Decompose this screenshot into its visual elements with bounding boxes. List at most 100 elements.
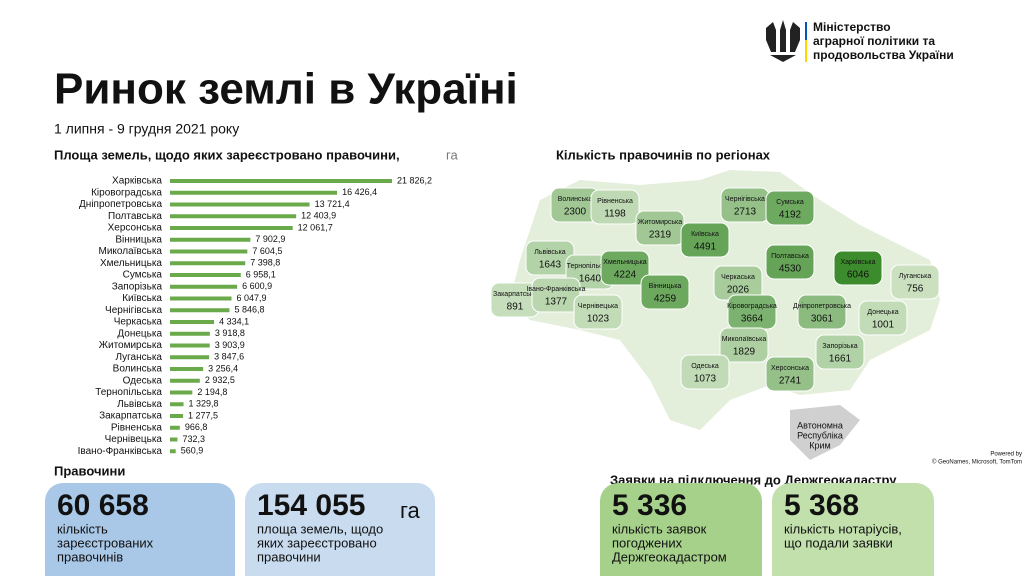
card xyxy=(45,483,235,576)
card-number: 5 368 xyxy=(784,489,859,522)
bar xyxy=(170,284,238,289)
ministry-line: продовольства України xyxy=(813,48,954,62)
bar xyxy=(170,449,176,454)
category-label: Дніпропетровська xyxy=(79,199,162,210)
value-label: 13 721,4 xyxy=(315,199,350,209)
value-label: 7 398,8 xyxy=(250,258,280,268)
region-value: 1198 xyxy=(604,209,626,220)
region xyxy=(680,354,730,390)
region-value: 4491 xyxy=(694,242,717,253)
card xyxy=(245,483,435,576)
credit: Powered by xyxy=(990,452,1022,458)
value-label: 7 604,5 xyxy=(252,246,282,256)
card-number: 5 336 xyxy=(612,489,687,522)
bar xyxy=(170,308,230,313)
card-text: правочини xyxy=(257,549,321,564)
ministry-line: Міністерство xyxy=(813,20,891,34)
bar xyxy=(170,402,184,407)
region-name: Закарпатська xyxy=(493,291,537,298)
region-name: Миколаївська xyxy=(722,336,767,343)
region-name: Волинська xyxy=(558,196,593,203)
region-value: 2319 xyxy=(649,230,672,241)
value-label: 21 826,2 xyxy=(397,175,432,185)
crimea-label: Республіка xyxy=(797,430,843,440)
region-name: Полтавська xyxy=(771,253,809,260)
region-name: Донецька xyxy=(867,309,898,316)
region-name: Чернігівська xyxy=(725,195,765,203)
region xyxy=(765,244,815,280)
region xyxy=(680,222,730,258)
bar xyxy=(170,320,215,324)
card-text: зареєстрованих xyxy=(57,535,154,550)
region xyxy=(600,250,650,286)
period: 1 липня - 9 грудня 2021 року xyxy=(54,121,239,137)
region-value: 4530 xyxy=(779,264,802,275)
bar xyxy=(170,202,310,207)
region-value: 1073 xyxy=(694,374,717,385)
region xyxy=(573,294,623,330)
category-label: Закарпатська xyxy=(99,411,162,422)
crimea-shape xyxy=(790,405,860,460)
credit: © GeoNames, Microsoft, TomTom xyxy=(932,459,1022,466)
region xyxy=(765,356,815,392)
card-number: 154 055 xyxy=(257,489,365,522)
region-name: Київська xyxy=(691,231,719,238)
region-name: Житомирська xyxy=(638,219,682,226)
region-name: Одеська xyxy=(691,363,719,370)
region-name: Чернівецька xyxy=(578,302,618,310)
chart-title: Площа земель, щодо яких зареєстровано пр… xyxy=(54,147,400,162)
category-label: Сумська xyxy=(123,270,163,281)
category-label: Київська xyxy=(122,293,162,304)
trident-logo xyxy=(766,20,807,62)
chart-unit: га xyxy=(446,147,458,162)
region-name: Херсонська xyxy=(771,365,809,372)
region-value: 2713 xyxy=(734,207,757,218)
deals-title: Правочини xyxy=(54,463,125,478)
category-label: Харківська xyxy=(112,176,162,187)
bar xyxy=(170,296,232,301)
value-label: 3 918,8 xyxy=(215,328,245,338)
region-value: 3061 xyxy=(811,314,834,325)
card-text: яких зареєстровано xyxy=(257,535,377,550)
bar xyxy=(170,273,241,277)
card-text: кількість заявок xyxy=(612,521,707,536)
category-label: Полтавська xyxy=(108,211,162,222)
category-label: Волинська xyxy=(113,364,163,375)
region-value: 3664 xyxy=(741,314,764,325)
region-name: Луганська xyxy=(899,273,932,280)
value-label: 560,9 xyxy=(181,446,204,456)
region-name: Дніпропетровська xyxy=(793,302,851,310)
category-label: Чернівецька xyxy=(105,434,163,445)
value-label: 7 902,9 xyxy=(255,234,285,244)
value-label: 16 426,4 xyxy=(342,187,377,197)
card-number: 60 658 xyxy=(57,489,149,522)
category-label: Тернопільська xyxy=(95,387,162,398)
value-label: 12 403,9 xyxy=(301,211,336,221)
card-text: кількість нотаріусів, xyxy=(784,521,902,536)
region-name: Хмельницька xyxy=(603,259,647,266)
card-text: що подали заявки xyxy=(784,535,893,550)
region-value: 1643 xyxy=(539,260,562,271)
region xyxy=(719,327,769,363)
bar xyxy=(170,367,204,371)
category-label: Херсонська xyxy=(108,223,163,234)
category-label: Львівська xyxy=(117,399,162,410)
bar xyxy=(170,343,210,348)
region xyxy=(833,250,883,286)
region-name: Львівська xyxy=(534,248,566,256)
region-value: 4259 xyxy=(654,294,677,305)
region xyxy=(815,334,865,370)
bar xyxy=(170,437,178,442)
value-label: 966,8 xyxy=(185,422,208,432)
region-name: Івано-Франківська xyxy=(526,285,585,293)
region-name: Черкаська xyxy=(721,274,755,281)
value-label: 2 194,8 xyxy=(197,387,227,397)
value-label: 3 903,9 xyxy=(215,340,245,350)
region xyxy=(590,189,640,225)
card-text: правочинів xyxy=(57,549,123,564)
category-label: Івано-Франківська xyxy=(78,446,163,457)
category-label: Рівненська xyxy=(111,422,163,433)
bar xyxy=(170,355,210,360)
bar xyxy=(170,414,183,418)
category-label: Запорізька xyxy=(112,281,163,292)
